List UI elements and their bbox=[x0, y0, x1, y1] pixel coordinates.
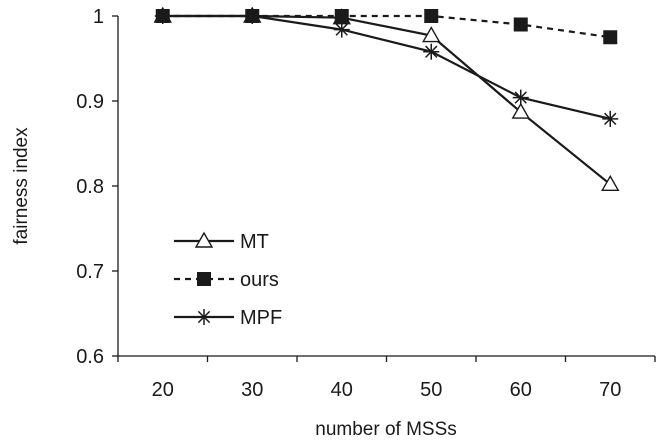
x-axis-label: number of MSSs bbox=[315, 419, 457, 440]
axes: 0.6 0.7 0.8 0.9 1 20 30 40 50 60 70 bbox=[76, 6, 656, 401]
y-tick-label: 0.6 bbox=[76, 346, 104, 368]
legend-item-mt: MT bbox=[174, 231, 269, 253]
legend-marker bbox=[196, 309, 212, 325]
data-point bbox=[513, 17, 528, 32]
y-tick-label: 1 bbox=[93, 6, 104, 28]
y-axis-label: fairness index bbox=[11, 127, 32, 245]
data-point bbox=[511, 102, 530, 119]
data-point bbox=[512, 89, 529, 106]
x-tick-label: 50 bbox=[420, 379, 442, 401]
y-tick-label: 0.9 bbox=[76, 91, 104, 113]
data-point bbox=[333, 21, 350, 38]
series-line bbox=[162, 14, 611, 120]
data-point bbox=[334, 9, 349, 23]
data-point bbox=[603, 30, 618, 45]
y-tick-label: 0.7 bbox=[76, 261, 104, 283]
data-point bbox=[602, 110, 619, 127]
legend-item-mpf: MPF bbox=[174, 307, 282, 329]
data-point bbox=[423, 43, 440, 60]
legend-label: MPF bbox=[240, 307, 282, 329]
legend-marker bbox=[197, 272, 211, 286]
x-tick-label: 30 bbox=[241, 379, 263, 401]
legend-label: MT bbox=[240, 231, 269, 253]
y-tick-label: 0.8 bbox=[76, 176, 104, 198]
data-point bbox=[601, 174, 620, 192]
data-point bbox=[424, 9, 439, 23]
x-tick-label: 20 bbox=[152, 379, 174, 401]
x-tick-label: 70 bbox=[599, 379, 621, 401]
legend-marker bbox=[194, 231, 214, 248]
data-point bbox=[154, 8, 171, 24]
x-tick-label: 60 bbox=[510, 379, 532, 401]
series-line bbox=[162, 14, 611, 39]
series-layer bbox=[153, 6, 620, 192]
legend-item-ours: ours bbox=[174, 269, 279, 291]
x-tick-label: 40 bbox=[331, 379, 353, 401]
series-mpf bbox=[154, 8, 619, 127]
data-point bbox=[422, 26, 441, 43]
legend: MT ours MPF bbox=[174, 231, 282, 329]
legend-label: ours bbox=[240, 269, 279, 291]
series-mt bbox=[153, 6, 620, 192]
data-point bbox=[244, 8, 261, 24]
